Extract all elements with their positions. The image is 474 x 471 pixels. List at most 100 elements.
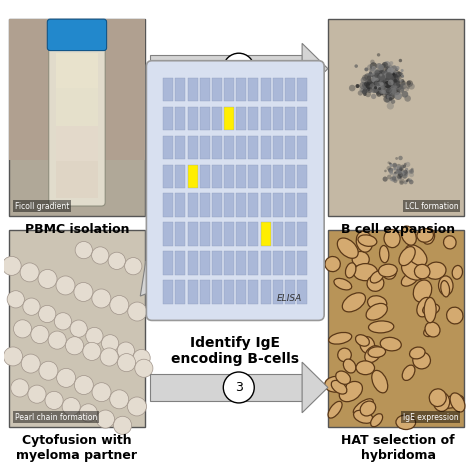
Bar <box>188 106 198 130</box>
Circle shape <box>390 171 393 175</box>
Circle shape <box>387 78 394 85</box>
Circle shape <box>382 71 387 76</box>
Circle shape <box>381 81 385 85</box>
Circle shape <box>398 170 402 174</box>
Bar <box>273 222 283 246</box>
Circle shape <box>401 174 403 177</box>
Bar <box>56 161 98 198</box>
Circle shape <box>386 88 392 94</box>
Bar <box>236 106 246 130</box>
Circle shape <box>393 88 400 95</box>
Circle shape <box>370 73 374 77</box>
Circle shape <box>39 361 58 380</box>
Circle shape <box>380 70 385 76</box>
Circle shape <box>389 87 393 91</box>
Circle shape <box>368 86 375 93</box>
Circle shape <box>386 83 393 90</box>
Text: B cell expansion: B cell expansion <box>341 223 456 236</box>
Bar <box>236 136 246 159</box>
Circle shape <box>378 71 382 75</box>
Circle shape <box>395 84 401 91</box>
Circle shape <box>48 331 66 349</box>
Circle shape <box>395 66 400 70</box>
Circle shape <box>409 179 412 182</box>
Circle shape <box>96 410 115 428</box>
Bar <box>188 252 198 275</box>
Ellipse shape <box>401 226 416 245</box>
Circle shape <box>377 75 383 81</box>
Bar <box>297 222 307 246</box>
Circle shape <box>382 91 388 97</box>
Text: Pearl chain formation: Pearl chain formation <box>15 413 97 422</box>
Circle shape <box>376 73 382 78</box>
Circle shape <box>374 81 378 85</box>
Bar <box>297 280 307 304</box>
Circle shape <box>388 92 395 100</box>
Circle shape <box>386 73 390 77</box>
Circle shape <box>38 305 56 323</box>
Circle shape <box>360 88 365 92</box>
Text: 2: 2 <box>207 219 215 232</box>
Circle shape <box>375 89 381 95</box>
Circle shape <box>392 78 397 83</box>
Circle shape <box>399 59 402 62</box>
Bar <box>212 106 222 130</box>
Circle shape <box>86 327 103 345</box>
Circle shape <box>383 90 387 95</box>
Text: PBMC isolation: PBMC isolation <box>25 223 129 236</box>
Circle shape <box>384 76 388 80</box>
Circle shape <box>367 79 374 86</box>
Circle shape <box>386 89 389 92</box>
Circle shape <box>379 89 383 93</box>
Circle shape <box>387 74 392 79</box>
Polygon shape <box>302 43 328 94</box>
Circle shape <box>392 73 395 76</box>
Ellipse shape <box>423 304 439 315</box>
Bar <box>261 222 271 246</box>
Circle shape <box>388 92 392 96</box>
Circle shape <box>389 61 393 65</box>
Bar <box>212 136 222 159</box>
Circle shape <box>383 81 389 87</box>
Circle shape <box>397 176 401 180</box>
Ellipse shape <box>433 392 450 411</box>
Circle shape <box>389 79 394 84</box>
Bar <box>164 106 173 130</box>
Circle shape <box>392 84 396 89</box>
Circle shape <box>385 90 392 97</box>
Circle shape <box>385 82 388 86</box>
Bar <box>200 194 210 217</box>
Ellipse shape <box>360 337 374 353</box>
Circle shape <box>397 75 401 80</box>
Circle shape <box>384 71 389 75</box>
Ellipse shape <box>346 263 356 278</box>
Circle shape <box>374 69 381 76</box>
Ellipse shape <box>399 247 415 266</box>
Circle shape <box>385 78 392 85</box>
Bar <box>9 19 145 216</box>
Circle shape <box>367 73 373 78</box>
Ellipse shape <box>384 229 400 248</box>
Circle shape <box>361 77 367 84</box>
Circle shape <box>135 359 153 377</box>
Ellipse shape <box>441 281 449 297</box>
Circle shape <box>401 69 404 72</box>
Circle shape <box>393 78 401 86</box>
Bar <box>56 53 98 88</box>
Bar <box>56 88 98 126</box>
Circle shape <box>395 68 398 71</box>
Circle shape <box>391 88 393 90</box>
Ellipse shape <box>365 346 381 363</box>
Circle shape <box>398 168 402 172</box>
Circle shape <box>389 83 395 90</box>
Circle shape <box>398 156 403 160</box>
Circle shape <box>370 62 377 70</box>
Circle shape <box>381 74 386 79</box>
Bar <box>224 194 234 217</box>
Bar <box>200 252 210 275</box>
Circle shape <box>383 73 390 79</box>
Circle shape <box>387 175 392 179</box>
Circle shape <box>387 74 393 80</box>
Circle shape <box>406 174 409 177</box>
Bar <box>285 136 295 159</box>
